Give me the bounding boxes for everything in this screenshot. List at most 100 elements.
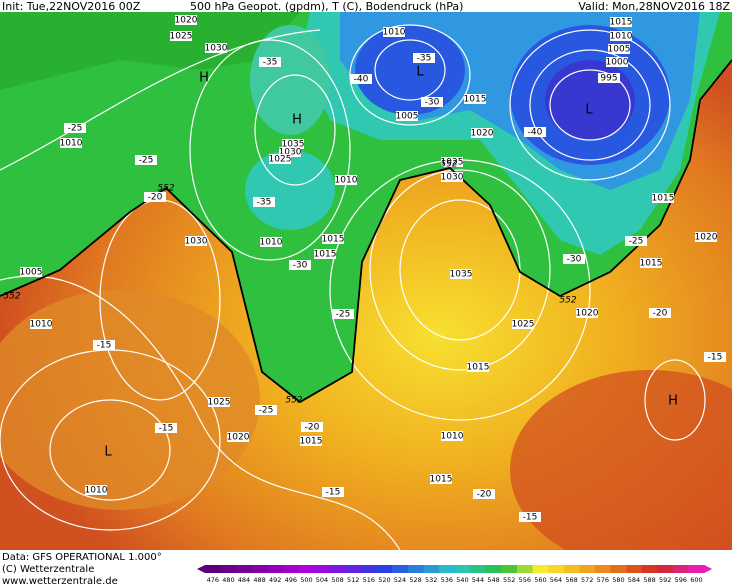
temperature-label: -20 <box>477 490 492 500</box>
colorbar-cell <box>688 565 705 573</box>
colorbar-cell <box>251 565 268 573</box>
colorbar-label: 584 <box>628 576 640 584</box>
colorbar-label: 528 <box>409 576 421 584</box>
label-bg <box>332 309 354 319</box>
pressure-label: 1005 <box>608 45 631 55</box>
label-bg <box>227 432 249 442</box>
colorbar-cell <box>626 565 643 573</box>
colorbar-arrow <box>704 565 713 573</box>
pressure-label: 1030 <box>185 237 208 247</box>
label-bg <box>30 319 52 329</box>
colorbar-cell <box>205 565 222 573</box>
label-bg <box>524 127 546 137</box>
temperature-label: -15 <box>326 488 341 498</box>
colorbar-cell <box>641 565 658 573</box>
colorbar-cell <box>220 565 237 573</box>
label-bg <box>652 193 674 203</box>
colorbar-label: 476 <box>207 576 219 584</box>
pressure-label: 1015 <box>430 475 453 485</box>
pressure-label: 1025 <box>170 32 193 42</box>
label-bg <box>60 138 82 148</box>
colorbar-cell <box>563 565 580 573</box>
temperature-label: -15 <box>708 353 723 363</box>
label-bg <box>512 319 534 329</box>
label-bg <box>606 57 628 67</box>
colorbar-cell <box>376 565 393 573</box>
label-bg <box>253 197 275 207</box>
label-bg <box>598 73 620 83</box>
temperature-label: -15 <box>159 424 174 434</box>
temperature-label: -25 <box>336 310 351 320</box>
pressure-label: 1010 <box>60 139 83 149</box>
pressure-label: 1030 <box>441 173 464 183</box>
label-bg <box>93 340 115 350</box>
label-bg <box>322 487 344 497</box>
colorbar-cell <box>610 565 627 573</box>
colorbar-cell <box>657 565 674 573</box>
temperature-label: -25 <box>139 156 154 166</box>
label-bg <box>610 17 632 27</box>
pressure-label: 1000 <box>606 58 629 68</box>
temperature-label: -20 <box>305 423 320 433</box>
pressure-label: 1025 <box>441 158 464 168</box>
colorbar-label: 492 <box>269 576 281 584</box>
colorbar-label: 504 <box>316 576 328 584</box>
pressure-label: 1020 <box>576 309 599 319</box>
label-bg <box>450 269 472 279</box>
pressure-label: 1015 <box>300 437 323 447</box>
pressure-label: 1015 <box>652 194 675 204</box>
colorbar-cell <box>485 565 502 573</box>
label-bg <box>421 97 443 107</box>
colorbar-cell <box>673 565 690 573</box>
colorbar-cell <box>501 565 518 573</box>
pressure-label: 1015 <box>640 259 663 269</box>
colorbar-label: 588 <box>643 576 655 584</box>
label-bg <box>576 308 598 318</box>
label-bg <box>441 172 463 182</box>
colorbar-cell <box>267 565 284 573</box>
colorbar-cell <box>470 565 487 573</box>
footer-data: Data: GFS OPERATIONAL 1.000° <box>2 552 162 563</box>
pressure-label: 1020 <box>695 233 718 243</box>
colorbar-label: 508 <box>331 576 343 584</box>
label-bg <box>430 474 452 484</box>
temperature-label: -35 <box>257 198 272 208</box>
colorbar-label: 484 <box>238 576 250 584</box>
footer-copyright: (C) Wetterzentrale <box>2 564 94 575</box>
colorbar-label: 496 <box>285 576 297 584</box>
colorbar-cell <box>361 565 378 573</box>
temperature-label: -35 <box>417 54 432 64</box>
label-bg <box>205 43 227 53</box>
label-bg <box>608 44 630 54</box>
colorbar-cell <box>329 565 346 573</box>
label-bg <box>464 94 486 104</box>
temperature-label: -15 <box>523 513 538 523</box>
label-bg <box>383 27 405 37</box>
pressure-label: 1020 <box>175 16 198 26</box>
valid-text: Valid: Mon,28NOV2016 18Z <box>578 0 730 13</box>
label-bg <box>64 123 86 133</box>
pressure-label: 1015 <box>467 363 490 373</box>
temperature-label: -40 <box>528 128 543 138</box>
colorbar-cell <box>517 565 534 573</box>
pressure-label: 1010 <box>260 238 283 248</box>
colorbar-label: 580 <box>612 576 624 584</box>
label-bg <box>519 512 541 522</box>
colorbar-label: 500 <box>300 576 312 584</box>
label-bg <box>259 57 281 67</box>
temperature-label: -30 <box>293 261 308 271</box>
colorbar-cell <box>283 565 300 573</box>
label-bg <box>350 74 372 84</box>
colorbar-cell <box>345 565 362 573</box>
label-bg <box>289 260 311 270</box>
colorbar-label: 556 <box>519 576 531 584</box>
colorbar-label: 536 <box>441 576 453 584</box>
label-bg <box>704 352 726 362</box>
label-bg <box>396 111 418 121</box>
pressure-label: 1015 <box>322 235 345 245</box>
colorbar-cell <box>439 565 456 573</box>
colorbar-cell <box>236 565 253 573</box>
label-bg <box>473 489 495 499</box>
colorbar-cell <box>392 565 409 573</box>
